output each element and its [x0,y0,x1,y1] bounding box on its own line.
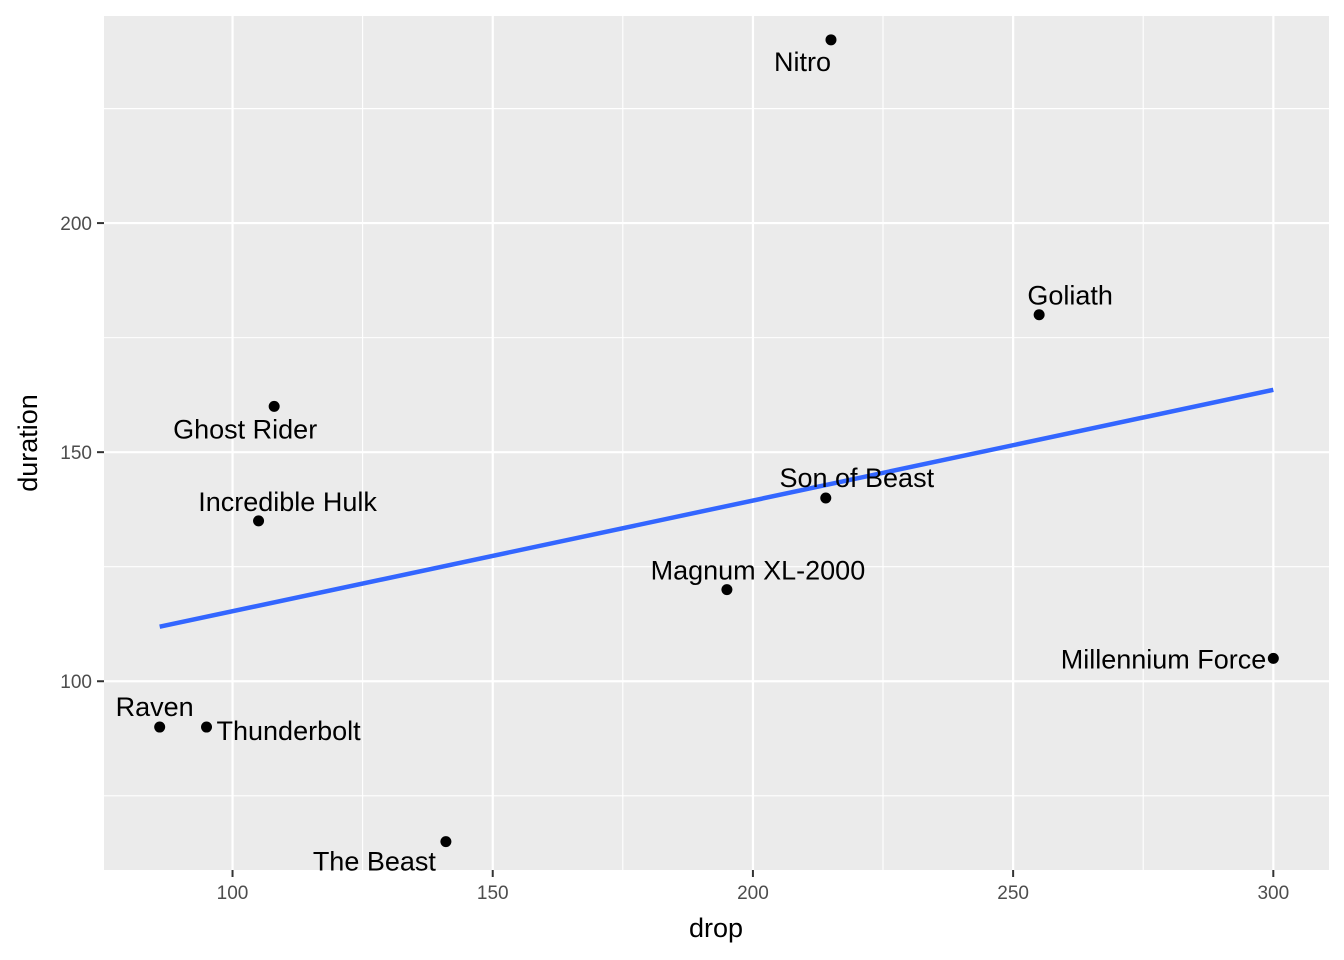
data-point [268,400,280,412]
y-tick-label: 150 [60,443,92,464]
point-label: Goliath [1027,281,1113,311]
data-point [820,492,832,504]
point-label: Thunderbolt [217,716,362,746]
point-label: Millennium Force [1061,644,1267,674]
x-tick-label: 200 [737,883,769,904]
data-point [1033,309,1045,321]
point-label: Magnum XL-2000 [651,556,866,586]
data-point [154,721,166,733]
grid-minor [104,16,1329,870]
x-tick-label: 250 [997,883,1029,904]
data-point [201,721,213,733]
point-label: Incredible Hulk [198,487,377,517]
data-point [721,584,733,596]
data-point [1267,652,1279,664]
x-tick-label: 100 [217,883,249,904]
y-tick-label: 200 [60,214,92,235]
data-point [253,515,265,527]
point-labels: Nitro Goliath Ghost Rider Son of Beast Incre… [116,47,1267,877]
data-point [440,836,452,848]
point-label: Ghost Rider [173,414,317,444]
plot-panel [104,16,1329,870]
y-axis-title: duration [13,394,43,492]
x-tick-label: 300 [1257,883,1289,904]
data-points [154,34,1279,848]
x-tick-label: 150 [477,883,509,904]
data-point [825,34,837,46]
point-label: Nitro [774,47,831,77]
x-axis-title: drop [689,913,743,943]
trend-line [159,387,1274,629]
point-label: The Beast [313,847,437,877]
y-axis: 100 150 200 [60,214,104,693]
x-axis: 100 150 200 250 300 [217,870,1289,904]
point-label: Raven [116,692,194,722]
y-tick-label: 100 [60,672,92,693]
grid-major [104,16,1329,870]
point-label: Son of Beast [779,463,934,493]
